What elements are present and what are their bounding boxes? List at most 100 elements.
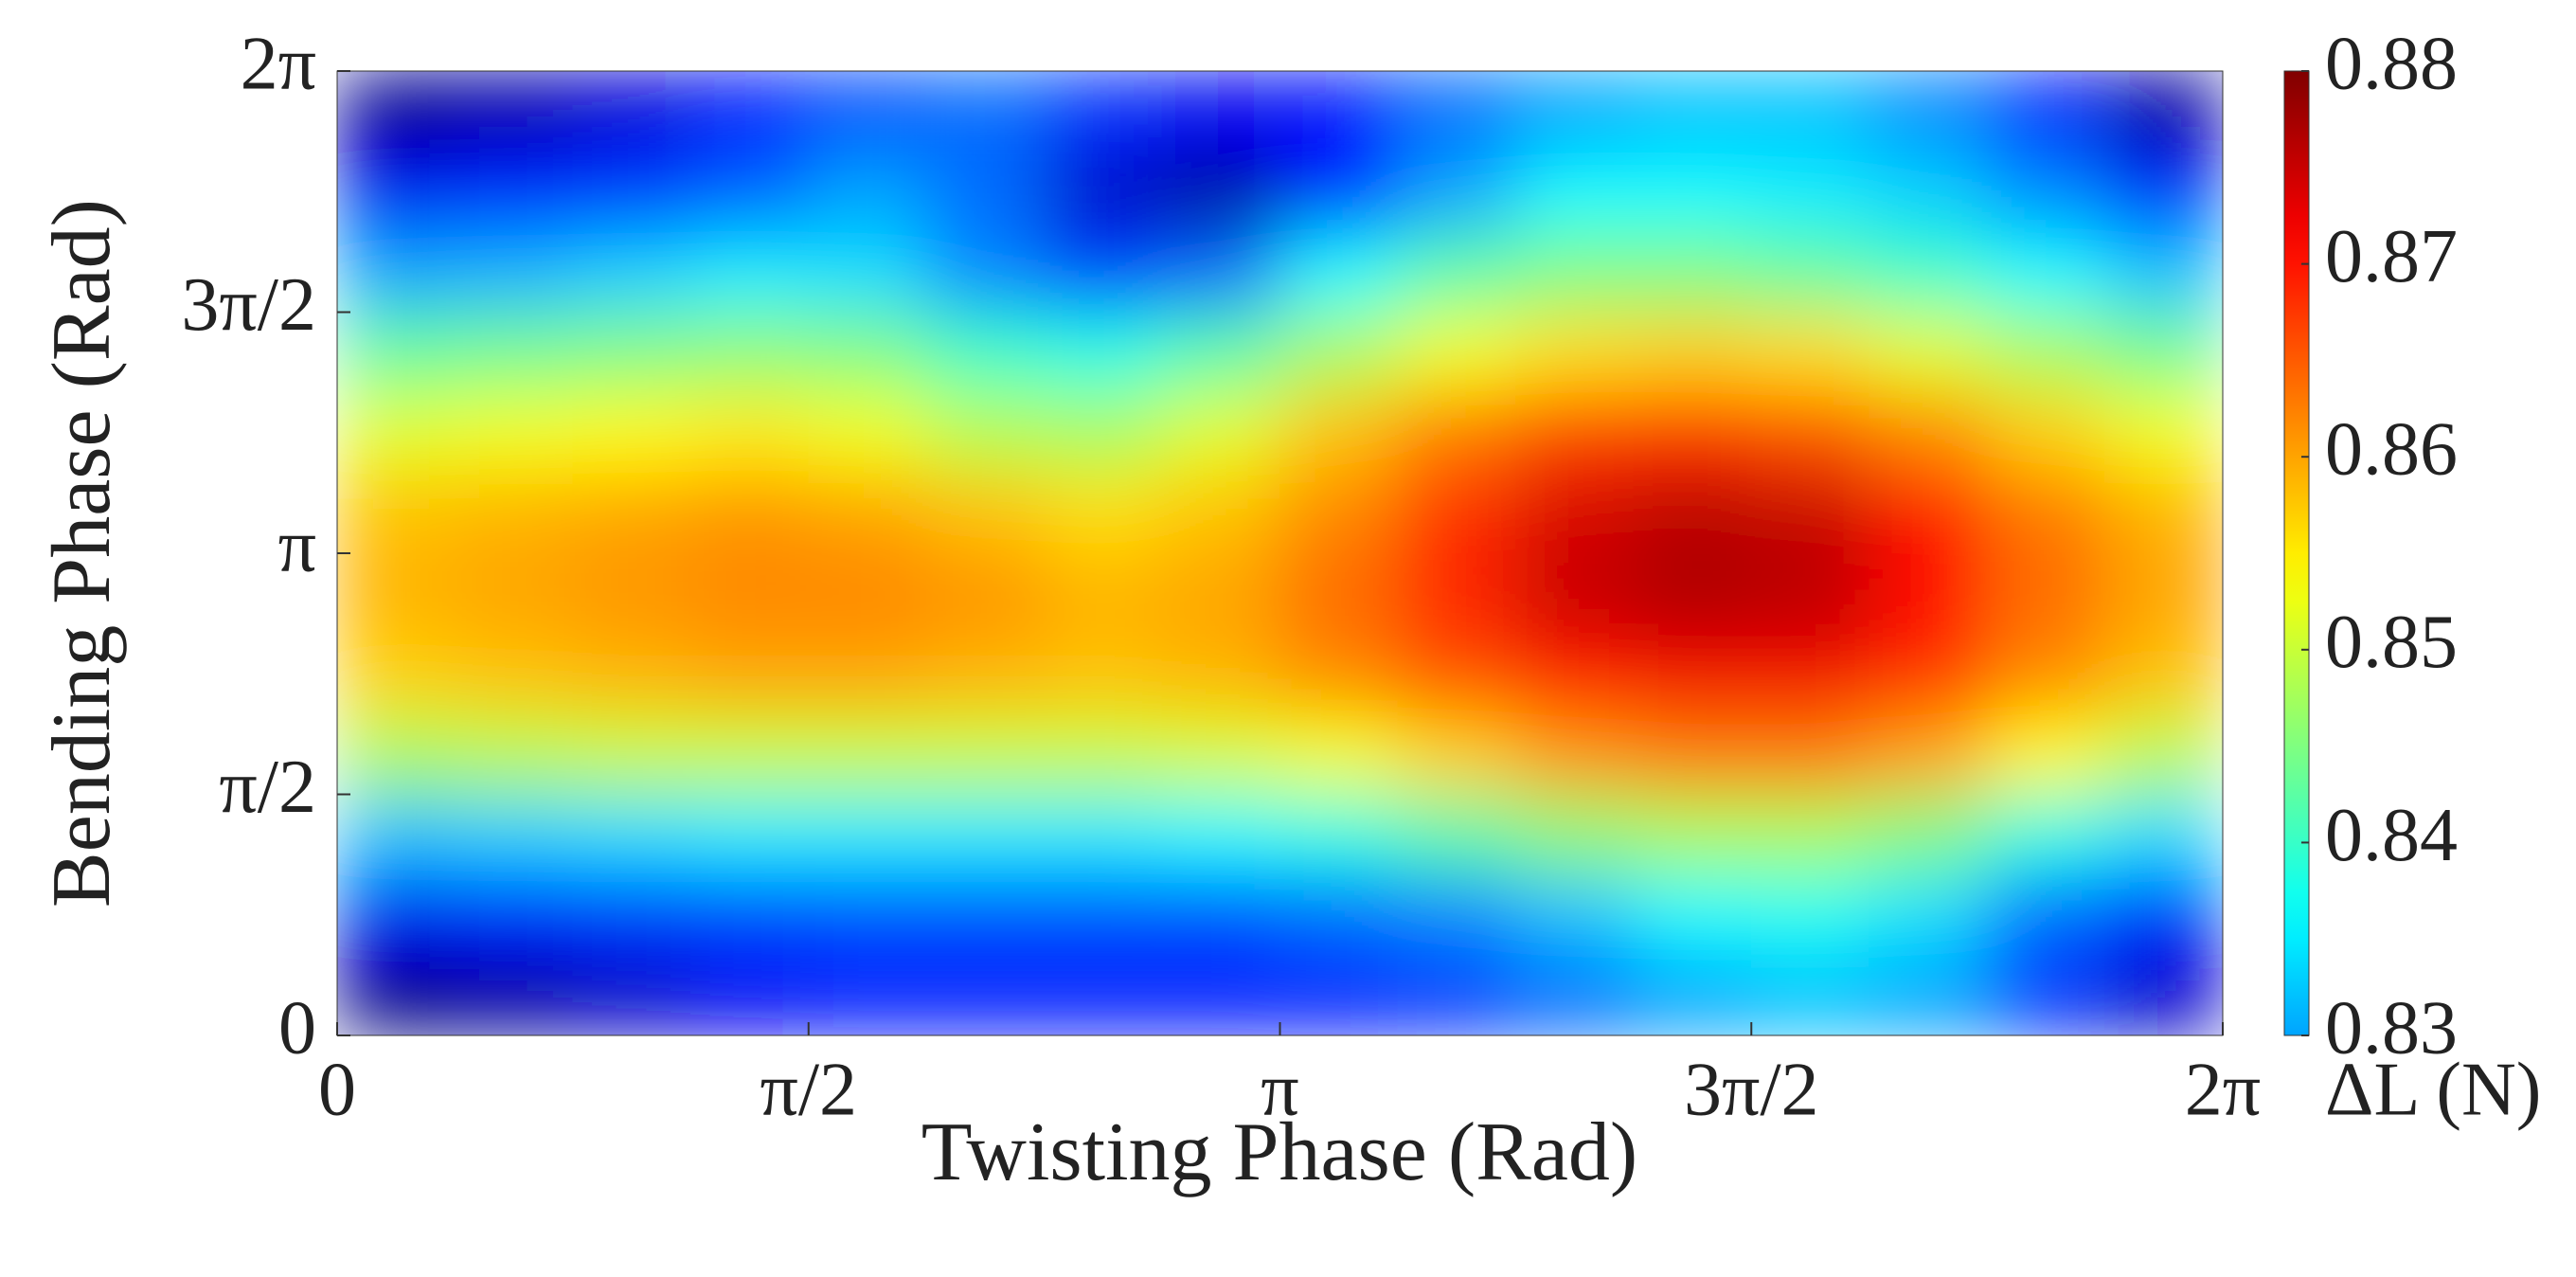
heatmap bbox=[337, 71, 2223, 1035]
heat-cell bbox=[1161, 312, 1280, 393]
y-tick-label: 3π/2 bbox=[181, 263, 316, 347]
heat-cell bbox=[1397, 794, 1516, 875]
heat-cell bbox=[1750, 71, 1870, 153]
heat-cell bbox=[1279, 794, 1399, 875]
heat-cell bbox=[1514, 713, 1635, 795]
colorbar bbox=[2283, 70, 2310, 1036]
heat-cell bbox=[808, 231, 927, 313]
heat-cell bbox=[1514, 552, 1635, 635]
heat-cell bbox=[1397, 391, 1516, 474]
heat-cell bbox=[1514, 873, 1635, 956]
heat-cell bbox=[2104, 954, 2223, 1035]
heat-cell bbox=[689, 794, 810, 875]
heat-cell bbox=[1869, 472, 1988, 554]
heat-cell bbox=[337, 391, 456, 474]
heat-cell bbox=[1397, 873, 1516, 956]
heat-cell bbox=[689, 954, 810, 1035]
y-tick-label: 2π bbox=[241, 22, 316, 105]
heat-cell bbox=[1633, 552, 1752, 635]
heat-cell bbox=[1750, 151, 1870, 233]
heat-cell bbox=[1750, 552, 1870, 635]
heat-cell bbox=[1869, 713, 1988, 795]
heat-cell bbox=[572, 713, 691, 795]
heat-cell bbox=[925, 873, 1046, 956]
heat-cell bbox=[337, 552, 456, 635]
heat-cell bbox=[2104, 552, 2223, 635]
heat-cell bbox=[1633, 151, 1752, 233]
heat-cell bbox=[1986, 71, 2106, 153]
heat-cell bbox=[1986, 472, 2106, 554]
heat-cell bbox=[337, 794, 456, 875]
heat-cell bbox=[808, 954, 927, 1035]
heat-cell bbox=[808, 552, 927, 635]
heat-cell bbox=[1869, 794, 1988, 875]
heat-cell bbox=[1633, 954, 1752, 1035]
heat-cell bbox=[808, 312, 927, 393]
x-tick-label: π bbox=[1261, 1048, 1298, 1131]
heat-cell bbox=[1750, 954, 1870, 1035]
heat-cell bbox=[1397, 713, 1516, 795]
heat-cell bbox=[689, 633, 810, 715]
heat-cell bbox=[1633, 794, 1752, 875]
heat-cell bbox=[572, 231, 691, 313]
x-tick-label: 3π/2 bbox=[1684, 1048, 1819, 1131]
heat-cell bbox=[1869, 391, 1988, 474]
heat-cell bbox=[2104, 633, 2223, 715]
heat-cell bbox=[337, 713, 456, 795]
heat-cell bbox=[572, 391, 691, 474]
heat-cell bbox=[1279, 633, 1399, 715]
heat-cell bbox=[689, 231, 810, 313]
heat-cell bbox=[572, 633, 691, 715]
y-tick-label: π bbox=[278, 504, 316, 587]
heat-cell bbox=[1279, 713, 1399, 795]
heat-cell bbox=[925, 954, 1046, 1035]
heat-cell bbox=[1044, 391, 1163, 474]
heat-cell bbox=[337, 873, 456, 956]
heat-cell bbox=[1279, 231, 1399, 313]
heat-cell bbox=[454, 151, 574, 233]
heat-cell bbox=[1161, 954, 1280, 1035]
heat-cell bbox=[689, 151, 810, 233]
heat-cell bbox=[1869, 231, 1988, 313]
y-tick-label: 0 bbox=[278, 986, 316, 1070]
heat-cell bbox=[1161, 552, 1280, 635]
heatmap-cells bbox=[337, 71, 2223, 1035]
heat-cell bbox=[2104, 231, 2223, 313]
heat-cell bbox=[1986, 552, 2106, 635]
heat-cell bbox=[925, 231, 1046, 313]
heat-cell bbox=[1161, 713, 1280, 795]
heat-cell bbox=[1161, 71, 1280, 153]
heat-cell bbox=[1986, 151, 2106, 233]
heat-cell bbox=[1986, 391, 2106, 474]
heat-cell bbox=[1044, 873, 1163, 956]
heat-cell bbox=[1279, 151, 1399, 233]
heat-cell bbox=[808, 472, 927, 554]
heat-cell bbox=[454, 954, 574, 1035]
heat-cell bbox=[572, 472, 691, 554]
heat-cell bbox=[454, 794, 574, 875]
heat-cell bbox=[454, 633, 574, 715]
heat-cell bbox=[1161, 391, 1280, 474]
colorbar-tick-label: 0.87 bbox=[2325, 215, 2458, 298]
heat-cell bbox=[1044, 794, 1163, 875]
heat-cell bbox=[1750, 633, 1870, 715]
heat-cell bbox=[337, 312, 456, 393]
heat-cell bbox=[337, 633, 456, 715]
heat-cell bbox=[925, 794, 1046, 875]
x-tick-label: π/2 bbox=[760, 1048, 857, 1131]
heat-cell bbox=[1397, 151, 1516, 233]
y-axis-label: Bending Phase (Rad) bbox=[36, 199, 128, 908]
colorbar-tick-label: 0.84 bbox=[2325, 794, 2458, 877]
heat-cell bbox=[454, 552, 574, 635]
heat-cell bbox=[925, 71, 1046, 153]
heat-cell bbox=[925, 312, 1046, 393]
heat-cell bbox=[1397, 231, 1516, 313]
heat-cell bbox=[1750, 794, 1870, 875]
heat-cell bbox=[808, 71, 927, 153]
heat-cell bbox=[337, 71, 456, 153]
heat-cell bbox=[1750, 391, 1870, 474]
heat-cell bbox=[1044, 231, 1163, 313]
heat-cell bbox=[925, 391, 1046, 474]
heat-cell bbox=[1514, 472, 1635, 554]
heat-cell bbox=[1044, 71, 1163, 153]
